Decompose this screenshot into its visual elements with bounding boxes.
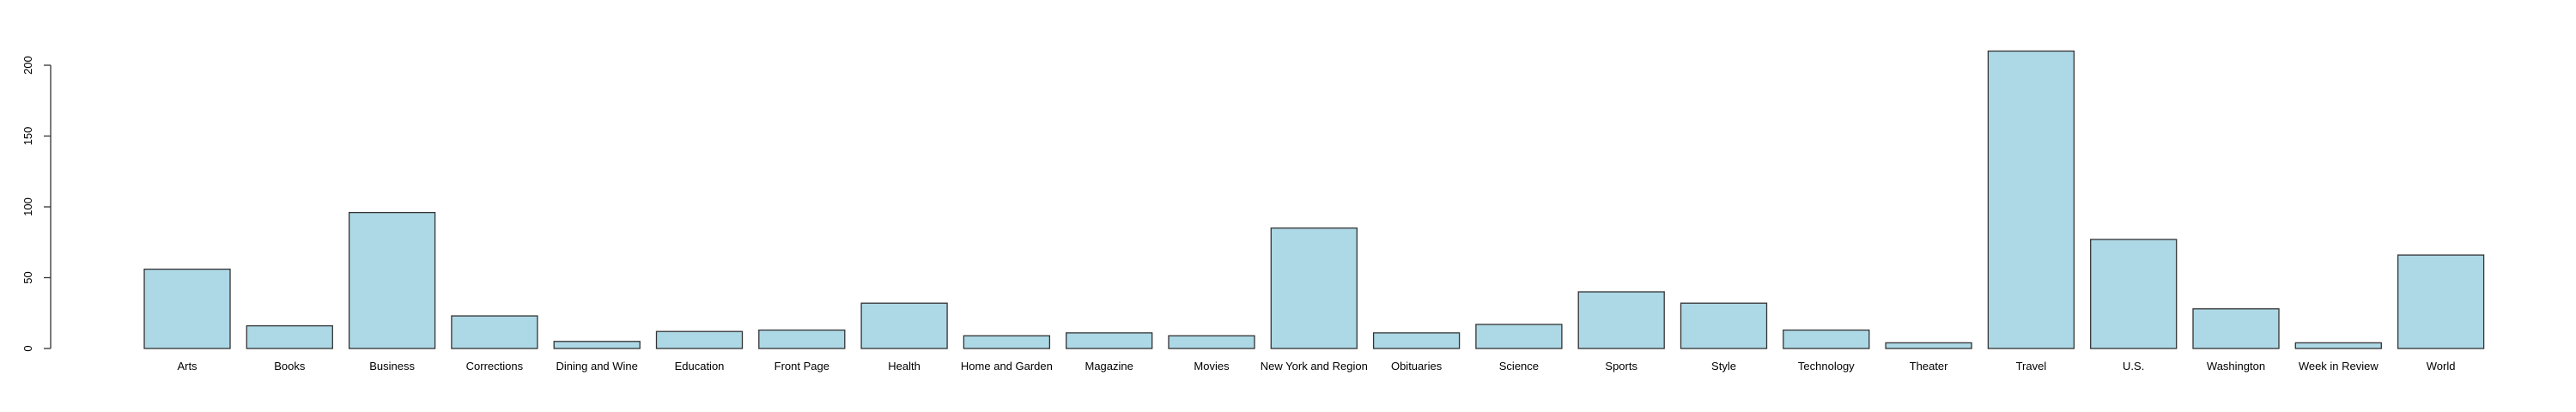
bar — [1168, 335, 1255, 349]
x-tick-label: Dining and Wine — [556, 360, 638, 373]
bar — [348, 211, 436, 349]
bar — [143, 268, 231, 349]
bar — [2397, 254, 2485, 349]
y-tick-label: 200 — [21, 56, 34, 75]
bar — [655, 330, 744, 349]
x-tick-label: Washington — [2207, 360, 2265, 373]
bar — [246, 324, 333, 349]
x-tick-label: Week in Review — [2299, 360, 2379, 373]
bar — [758, 329, 846, 349]
x-tick-label: World — [2427, 360, 2456, 373]
bar — [2192, 308, 2280, 349]
bar — [1066, 332, 1153, 349]
x-tick-label: Education — [675, 360, 725, 373]
x-tick-label: Corrections — [466, 360, 524, 373]
bar — [1783, 329, 1870, 349]
x-tick-label: Arts — [177, 360, 197, 373]
x-tick-label: Movies — [1194, 360, 1230, 373]
y-tick-label: 150 — [21, 127, 34, 146]
bar — [2090, 239, 2178, 349]
x-tick-label: Theater — [1910, 360, 1948, 373]
bar — [1270, 227, 1358, 349]
x-tick-label: U.S. — [2123, 360, 2144, 373]
x-tick-label: Magazine — [1085, 360, 1133, 373]
bar — [860, 302, 948, 349]
y-axis: 0 50 100 150 200 — [21, 56, 52, 352]
y-tick-label: 0 — [21, 345, 34, 351]
bar — [963, 335, 1051, 349]
bar — [1475, 324, 1563, 349]
bar — [1987, 50, 2075, 349]
x-tick-label: Science — [1499, 360, 1539, 373]
x-tick-label: New York and Region — [1261, 360, 1368, 373]
y-tick-label: 50 — [21, 271, 34, 283]
bar — [451, 315, 538, 349]
x-tick-label: Business — [369, 360, 415, 373]
x-tick-label: Obituaries — [1391, 360, 1443, 373]
x-tick-label: Technology — [1798, 360, 1855, 373]
bar — [1372, 332, 1461, 349]
y-tick-label: 100 — [21, 197, 34, 216]
bar — [1885, 342, 1972, 349]
x-tick-label: Style — [1711, 360, 1736, 373]
x-tick-label: Front Page — [775, 360, 829, 373]
bar — [1577, 291, 1665, 349]
bar — [1680, 302, 1768, 349]
x-axis-labels: Arts Books Business Corrections Dining and W… — [177, 360, 2455, 373]
bar — [553, 341, 641, 349]
x-tick-label: Books — [274, 360, 306, 373]
x-tick-label: Health — [888, 360, 920, 373]
bar — [2294, 342, 2382, 349]
x-tick-label: Sports — [1605, 360, 1637, 373]
bars — [143, 50, 2485, 349]
x-tick-label: Travel — [2016, 360, 2047, 373]
x-tick-label: Home and Garden — [961, 360, 1053, 373]
